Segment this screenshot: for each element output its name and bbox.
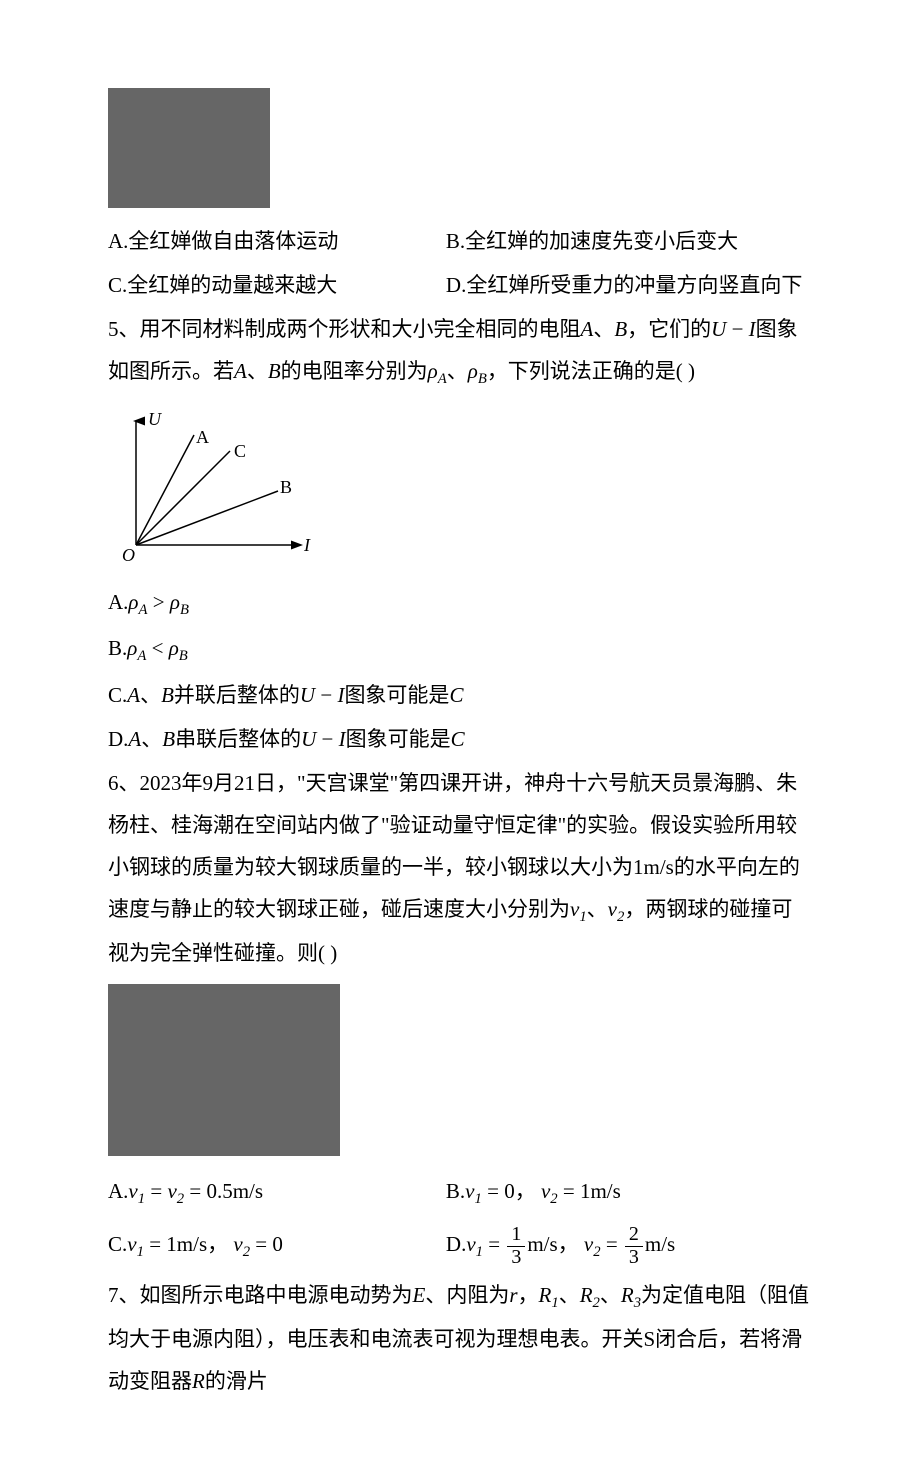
q4-image [108,88,270,208]
frac-2-3: 23 [625,1224,643,1269]
q6-image [108,984,340,1156]
q4-option-b: B.全红婵的加速度先变小后变大 [446,220,812,262]
q6-option-d: D.v1 = 13m/s， v2 = 23m/s [446,1217,812,1272]
q5-sep2: 、 [247,359,268,383]
frac-1-3: 13 [507,1224,525,1269]
q5-B2: B [268,359,281,383]
q5-option-c: C.A、B并联后整体的U − I图象可能是C [108,674,812,716]
q5-stem: 5、用不同材料制成两个形状和大小完全相同的电阻A、B，它们的U − I图象如图所… [108,308,812,395]
q6-options-row2: C.v1 = 1m/s， v2 = 0 D.v1 = 13m/s， v2 = 2… [108,1217,812,1272]
q4-options-row1: A.全红婵做自由落体运动 B.全红婵的加速度先变小后变大 [108,220,812,262]
q6-option-a: A.v1 = v2 = 0.5m/s [108,1170,446,1215]
q6-option-c: C.v1 = 1m/s， v2 = 0 [108,1217,446,1272]
q5-dash: − [726,317,748,341]
q5-A2: A [234,359,247,383]
q5-U: U [711,317,726,341]
line-label-b: B [280,477,292,497]
line-b [136,491,278,545]
line-c [136,451,230,545]
q6-option-b: B.v1 = 0， v2 = 1m/s [446,1170,812,1215]
q5-rhoA: ρA [428,359,447,383]
q5-mid2: ，它们的 [627,317,711,341]
line-label-c: C [234,441,246,461]
q5-B: B [614,317,627,341]
q5-I: I [749,317,756,341]
q5-mid7: ，下列说法正确的是( ) [487,359,695,383]
q5-option-d: D.A、B串联后整体的U − I图象可能是C [108,718,812,760]
q6-options-row1: A.v1 = v2 = 0.5m/s B.v1 = 0， v2 = 1m/s [108,1170,812,1215]
q5-option-b: B.ρA < ρB [108,627,812,672]
q4-options-row2: C.全红婵的动量越来越大 D.全红婵所受重力的冲量方向竖直向下 [108,264,812,306]
q4-option-c: C.全红婵的动量越来越大 [108,264,446,306]
q5-rhoB: ρB [468,359,487,383]
q5-chart: U I O A C B [108,407,318,567]
q5-stem-pre: 5、用不同材料制成两个形状和大小完全相同的电阻 [108,317,581,341]
q5-A: A [581,317,594,341]
q4-option-d: D.全红婵所受重力的冲量方向竖直向下 [446,264,812,306]
line-a [136,435,194,545]
q5-option-a: A.ρA > ρB [108,581,812,626]
q5-sep3: 、 [447,359,468,383]
axis-label-u: U [148,409,162,429]
q6-stem: 6、2023年9月21日，"天宫课堂"第四课开讲，神舟十六号航天员景海鹏、朱杨柱… [108,762,812,975]
q5-mid5: 的电阻率分别为 [281,359,428,383]
q7-stem: 7、如图所示电路中电源电动势为E、内阻为r，R1、R2、R3为定值电阻（阻值均大… [108,1274,812,1403]
axis-label-i: I [303,535,311,555]
origin-label: O [122,545,135,565]
q4-option-a: A.全红婵做自由落体运动 [108,220,446,262]
line-label-a: A [196,427,209,447]
q5-sep1: 、 [593,317,614,341]
